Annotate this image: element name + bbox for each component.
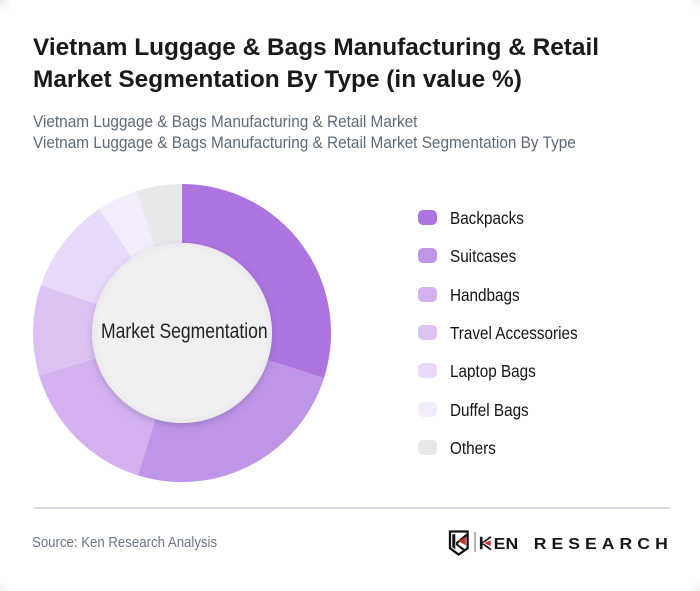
- svg-text:EN: EN: [494, 535, 519, 553]
- svg-text:RESEARCH: RESEARCH: [534, 535, 673, 553]
